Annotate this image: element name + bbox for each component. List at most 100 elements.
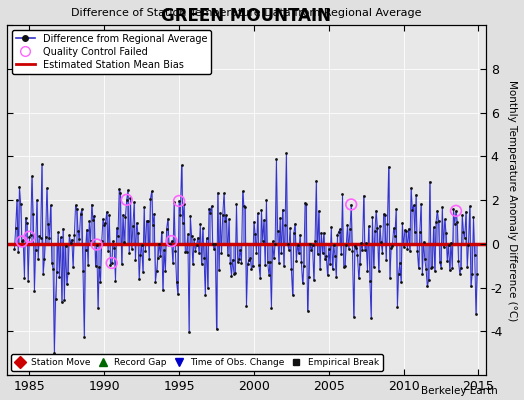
Point <box>107 260 116 266</box>
Point <box>216 210 224 216</box>
Point <box>150 211 158 217</box>
Point <box>47 202 55 208</box>
Point <box>25 234 34 240</box>
Point <box>103 209 111 215</box>
Point <box>346 226 354 232</box>
Point <box>444 242 453 248</box>
Point <box>293 242 302 248</box>
Point <box>60 297 69 303</box>
Point <box>145 256 154 262</box>
Point <box>154 254 162 261</box>
Point <box>432 219 440 225</box>
Point <box>172 278 181 285</box>
Point <box>271 241 279 247</box>
Point <box>147 188 156 195</box>
Point <box>143 218 151 224</box>
Point <box>416 229 424 235</box>
Point <box>195 250 203 256</box>
Point <box>350 314 358 320</box>
Point <box>462 208 470 215</box>
Point <box>286 225 294 232</box>
Point <box>433 207 442 214</box>
Point <box>312 178 321 184</box>
Point <box>322 253 331 259</box>
Point <box>185 328 193 335</box>
Point <box>18 238 26 245</box>
Point <box>464 242 473 248</box>
Point <box>409 202 418 209</box>
Point <box>465 203 474 210</box>
Point <box>79 268 87 274</box>
Point <box>89 216 97 223</box>
Point <box>392 206 400 212</box>
Point <box>38 161 46 168</box>
Point <box>451 221 459 227</box>
Point <box>71 202 80 208</box>
Point <box>251 230 259 237</box>
Point <box>473 271 482 278</box>
Point <box>19 236 27 243</box>
Point <box>264 259 272 266</box>
Point <box>180 201 188 207</box>
Point <box>401 227 409 233</box>
Point <box>144 218 152 225</box>
Point <box>18 238 26 245</box>
Point <box>245 257 253 263</box>
Point <box>438 204 446 211</box>
Point <box>83 226 91 233</box>
Point <box>127 246 136 252</box>
Point <box>288 292 297 298</box>
Point <box>91 262 100 269</box>
Point <box>181 249 190 255</box>
Point <box>361 247 369 253</box>
Text: Difference of Station Temperature Data from Regional Average: Difference of Station Temperature Data f… <box>71 8 422 18</box>
Point <box>196 221 204 227</box>
Point <box>96 279 105 286</box>
Point <box>123 197 131 203</box>
Point <box>452 208 460 214</box>
Point <box>48 260 56 266</box>
Point <box>170 198 178 205</box>
Point <box>37 235 45 241</box>
Point <box>377 239 385 246</box>
Point <box>413 248 421 254</box>
Point <box>28 173 36 180</box>
Point <box>472 311 480 317</box>
Point <box>391 232 399 239</box>
Point <box>441 216 449 222</box>
Point <box>317 230 325 236</box>
Point <box>463 264 472 270</box>
Point <box>467 283 475 290</box>
Point <box>460 229 468 235</box>
Point <box>445 267 454 274</box>
Point <box>453 219 462 225</box>
Point <box>417 201 425 207</box>
Point <box>137 242 146 248</box>
Point <box>301 200 309 206</box>
Point <box>130 199 138 206</box>
Point <box>291 220 299 227</box>
Point <box>383 221 391 228</box>
Point <box>42 185 51 192</box>
Point <box>439 244 447 250</box>
Point <box>75 235 83 242</box>
Point <box>435 259 444 265</box>
Point <box>257 207 266 213</box>
Point <box>235 256 243 262</box>
Point <box>398 220 407 226</box>
Point <box>292 257 301 264</box>
Point <box>135 276 144 282</box>
Point <box>155 241 163 247</box>
Point <box>329 266 337 272</box>
Point <box>260 217 268 223</box>
Point <box>285 247 293 253</box>
Point <box>270 255 278 261</box>
Point <box>332 274 341 280</box>
Point <box>183 231 192 237</box>
Point <box>352 244 361 251</box>
Point <box>402 228 410 234</box>
Point <box>254 210 262 217</box>
Point <box>397 279 405 286</box>
Point <box>407 185 416 191</box>
Point <box>136 252 145 259</box>
